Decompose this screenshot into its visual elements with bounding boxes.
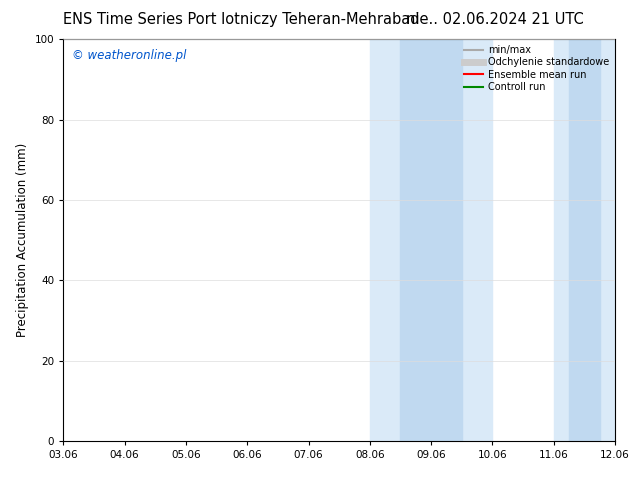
Text: © weatheronline.pl: © weatheronline.pl bbox=[72, 49, 186, 62]
Bar bbox=[569, 39, 600, 441]
Legend: min/max, Odchylenie standardowe, Ensemble mean run, Controll run: min/max, Odchylenie standardowe, Ensembl… bbox=[460, 41, 613, 96]
Y-axis label: Precipitation Accumulation (mm): Precipitation Accumulation (mm) bbox=[16, 143, 29, 337]
Text: nie.. 02.06.2024 21 UTC: nie.. 02.06.2024 21 UTC bbox=[406, 12, 583, 27]
Bar bbox=[370, 39, 493, 441]
Text: ENS Time Series Port lotniczy Teheran-Mehrabad: ENS Time Series Port lotniczy Teheran-Me… bbox=[63, 12, 419, 27]
Bar bbox=[553, 39, 615, 441]
Bar bbox=[401, 39, 462, 441]
